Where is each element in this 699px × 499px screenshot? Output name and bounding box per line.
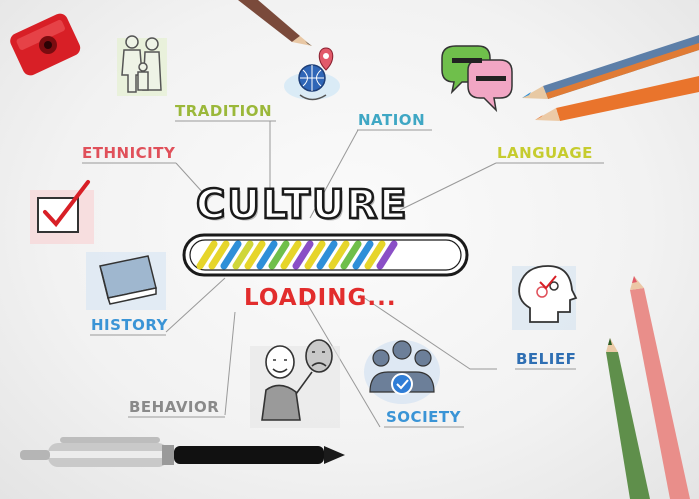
pencil-icon	[522, 35, 699, 121]
checkbox-icon	[30, 180, 94, 244]
people-group-icon	[364, 340, 440, 404]
label-ethnicity: ETHNICITY	[82, 144, 176, 162]
pencil-icon	[630, 276, 690, 499]
family-icon	[117, 35, 167, 96]
loading-bar-fill	[196, 240, 398, 270]
loading-text: LOADING...	[244, 285, 397, 311]
head-gears-icon	[512, 265, 578, 330]
pen-icon	[20, 437, 345, 467]
chat-bubbles-icon	[441, 45, 513, 113]
label-belief: BELIEF	[516, 350, 577, 368]
label-society: SOCIETY	[386, 408, 461, 426]
culture-title: CULTURE	[195, 181, 409, 230]
connector-lines	[165, 121, 497, 428]
label-tradition: TRADITION	[175, 102, 273, 120]
pencil-icon	[606, 338, 650, 499]
label-language: LANGUAGE	[497, 144, 593, 162]
masks-person-icon	[250, 339, 340, 428]
book-icon	[86, 252, 166, 310]
pencil-icon	[238, 0, 312, 46]
label-nation: NATION	[358, 111, 426, 129]
label-history: HISTORY	[91, 316, 169, 334]
globe-pin-icon	[284, 47, 340, 101]
label-behavior: BEHAVIOR	[129, 398, 220, 416]
label-underlines	[82, 120, 604, 428]
sharpener-icon	[10, 13, 81, 76]
